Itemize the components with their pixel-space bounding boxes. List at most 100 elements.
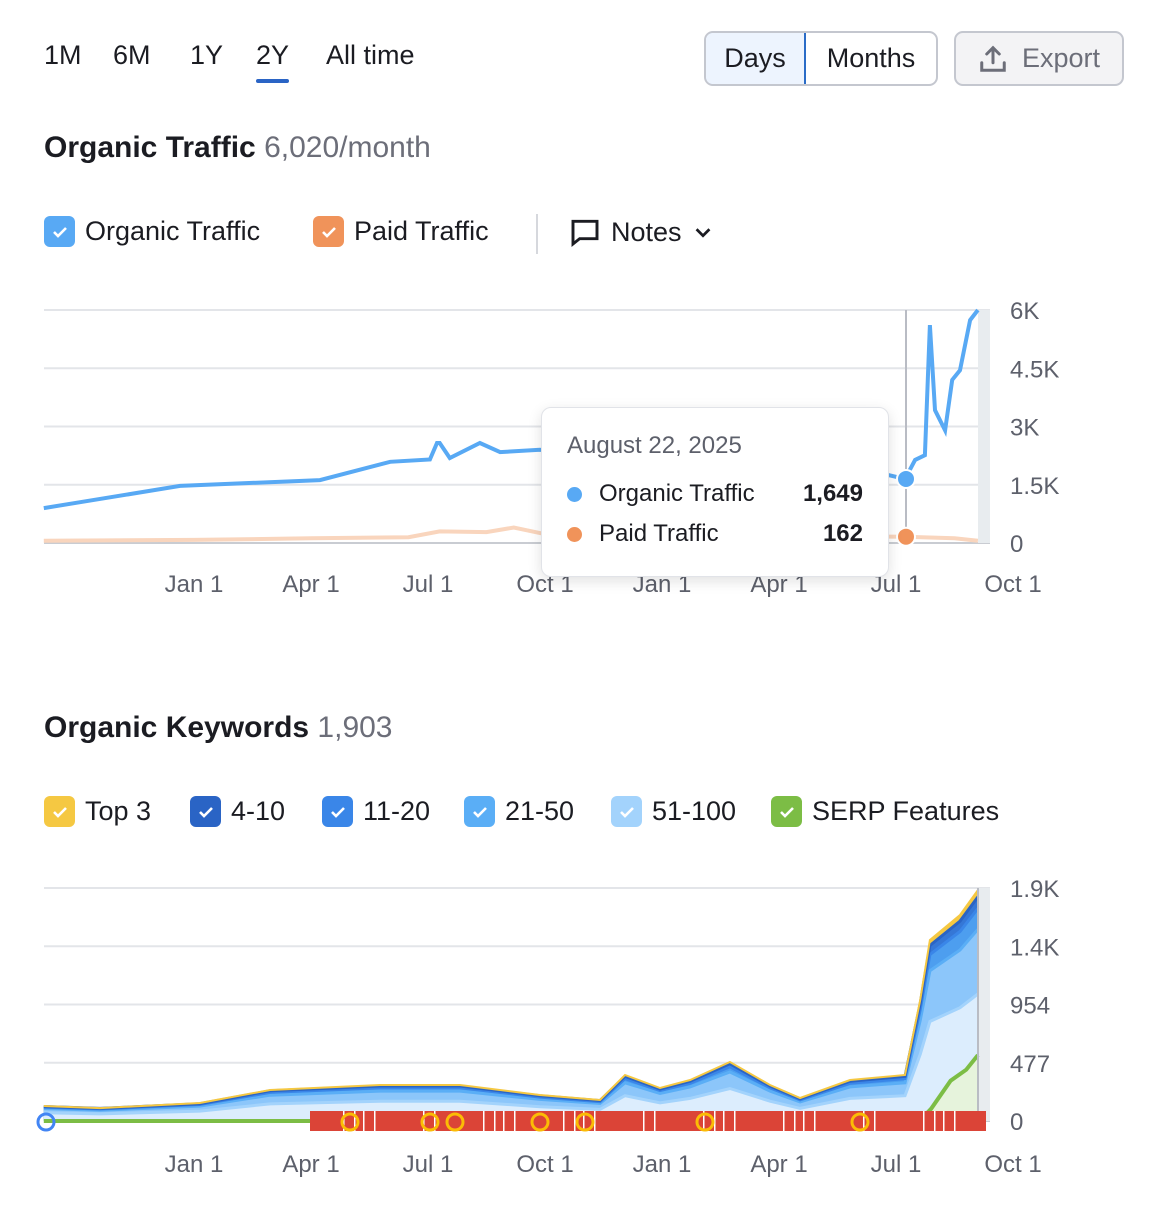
y-tick-label: 0 bbox=[1010, 1109, 1023, 1136]
google-icon bbox=[36, 1112, 56, 1132]
update-marker-gap bbox=[354, 1111, 356, 1131]
update-marker-gap bbox=[374, 1111, 376, 1131]
update-marker-gap bbox=[714, 1111, 716, 1131]
range-6m[interactable]: 6M bbox=[113, 40, 151, 70]
y-tick-label: 1.4K bbox=[1010, 934, 1059, 961]
tooltip-paid-label: Paid Traffic bbox=[599, 520, 719, 547]
google-update-icon bbox=[445, 1112, 465, 1132]
organic-dot-icon bbox=[567, 486, 582, 502]
google-update-icon bbox=[850, 1112, 870, 1132]
update-marker-gap bbox=[923, 1111, 925, 1131]
update-marker-gap bbox=[723, 1111, 725, 1131]
update-marker-gap bbox=[494, 1111, 496, 1131]
x-tick-label: Oct 1 bbox=[984, 571, 1041, 598]
notes-label: Notes bbox=[611, 216, 682, 247]
legend-4-10[interactable]: 4-10 bbox=[190, 796, 285, 827]
update-marker-gap bbox=[703, 1111, 705, 1131]
keywords-heading: Organic Keywords 1,903 bbox=[44, 711, 393, 744]
notes-dropdown[interactable]: Notes bbox=[569, 216, 714, 248]
update-marker-gap bbox=[434, 1111, 436, 1131]
x-tick-label: Jan 1 bbox=[165, 571, 224, 598]
google-update-icon bbox=[340, 1112, 360, 1132]
traffic-value: 6,020/month bbox=[264, 131, 431, 164]
x-tick-label: Jan 1 bbox=[165, 1151, 224, 1178]
line-4-10 bbox=[43, 896, 980, 1110]
days-button[interactable]: Days bbox=[706, 33, 806, 84]
y-tick-label: 1.5K bbox=[1010, 473, 1059, 500]
line-top-3 bbox=[43, 889, 979, 1110]
x-tick-label: Apr 1 bbox=[282, 1151, 339, 1178]
update-marker-gap bbox=[514, 1111, 516, 1131]
range-2y[interactable]: 2Y bbox=[256, 40, 290, 83]
tooltip-date: August 22, 2025 bbox=[567, 432, 742, 459]
upload-icon bbox=[980, 45, 1006, 72]
legend-label: 51-100 bbox=[652, 796, 737, 826]
y-tick-label: 1.9K bbox=[1010, 876, 1059, 903]
update-marker-gap bbox=[643, 1111, 645, 1131]
x-tick-label: Jul 1 bbox=[403, 571, 454, 598]
update-marker-gap bbox=[863, 1111, 865, 1131]
y-tick-label: 0 bbox=[1010, 531, 1023, 558]
legend-paid-traffic[interactable]: Paid Traffic bbox=[313, 216, 489, 247]
google-update-icon bbox=[530, 1112, 550, 1132]
y-tick-label: 954 bbox=[1010, 993, 1050, 1020]
legend-51-100[interactable]: 51-100 bbox=[611, 796, 736, 827]
x-tick-label: Jul 1 bbox=[871, 1151, 922, 1178]
update-marker-gap bbox=[343, 1111, 345, 1131]
x-tick-label: Jul 1 bbox=[403, 1151, 454, 1178]
legend-label: Organic Traffic bbox=[85, 216, 261, 246]
serp-features-line bbox=[43, 1053, 980, 1123]
keywords-value: 1,903 bbox=[317, 711, 393, 744]
chart-tooltip: August 22, 2025 Organic Traffic 1,649 Pai… bbox=[541, 407, 889, 577]
update-marker-gap bbox=[423, 1111, 425, 1131]
checkbox-icon bbox=[313, 216, 344, 247]
checkbox-icon bbox=[771, 796, 802, 827]
export-label: Export bbox=[1021, 43, 1101, 73]
update-marker-gap bbox=[814, 1111, 816, 1131]
legend-organic-traffic[interactable]: Organic Traffic bbox=[44, 216, 260, 247]
paid-dot-icon bbox=[567, 526, 582, 542]
update-marker-gap bbox=[654, 1111, 656, 1131]
legend-21-50[interactable]: 21-50 bbox=[464, 796, 574, 827]
range-1y[interactable]: 1Y bbox=[190, 40, 224, 70]
x-tick-label: Oct 1 bbox=[984, 1151, 1041, 1178]
range-1m[interactable]: 1M bbox=[44, 40, 82, 70]
chevron-down-icon bbox=[695, 228, 710, 238]
y-tick-label: 6K bbox=[1010, 298, 1039, 325]
algorithm-updates-band bbox=[310, 1111, 986, 1131]
legend-serp-features[interactable]: SERP Features bbox=[771, 796, 999, 827]
legend-label: 11-20 bbox=[363, 796, 431, 826]
legend-label: 21-50 bbox=[505, 796, 575, 826]
update-marker-gap bbox=[574, 1111, 576, 1131]
x-tick-label: Apr 1 bbox=[282, 571, 339, 598]
line-21-50 bbox=[43, 928, 980, 1112]
update-marker-gap bbox=[874, 1111, 876, 1131]
legend-label: 4-10 bbox=[231, 796, 286, 826]
update-marker-gap bbox=[783, 1111, 785, 1131]
legend-11-20[interactable]: 11-20 bbox=[322, 796, 430, 827]
legend-top-3[interactable]: Top 3 bbox=[44, 796, 151, 827]
update-marker-gap bbox=[803, 1111, 805, 1131]
area-51-100 bbox=[43, 994, 978, 1121]
x-tick-label: Apr 1 bbox=[750, 1151, 807, 1178]
legend-label: SERP Features bbox=[812, 796, 1000, 826]
checkbox-icon bbox=[44, 796, 75, 827]
update-marker-gap bbox=[734, 1111, 736, 1131]
google-update-icon bbox=[575, 1112, 595, 1132]
paid-hover-point bbox=[896, 526, 916, 547]
update-marker-gap bbox=[794, 1111, 796, 1131]
tooltip-paid-value: 162 bbox=[822, 520, 863, 547]
export-button[interactable]: Export bbox=[954, 31, 1124, 86]
google-update-icon bbox=[695, 1112, 715, 1132]
x-tick-label: Jan 1 bbox=[633, 1151, 692, 1178]
range-all-time[interactable]: All time bbox=[326, 40, 415, 70]
months-button[interactable]: Months bbox=[826, 43, 916, 73]
update-marker-gap bbox=[934, 1111, 936, 1131]
organic-hover-point bbox=[896, 468, 916, 489]
update-marker-gap bbox=[583, 1111, 585, 1131]
checkbox-icon bbox=[190, 796, 221, 827]
checkbox-icon bbox=[464, 796, 495, 827]
legend-label: Top 3 bbox=[85, 796, 152, 826]
granularity-toggle: Days Months bbox=[704, 31, 938, 86]
